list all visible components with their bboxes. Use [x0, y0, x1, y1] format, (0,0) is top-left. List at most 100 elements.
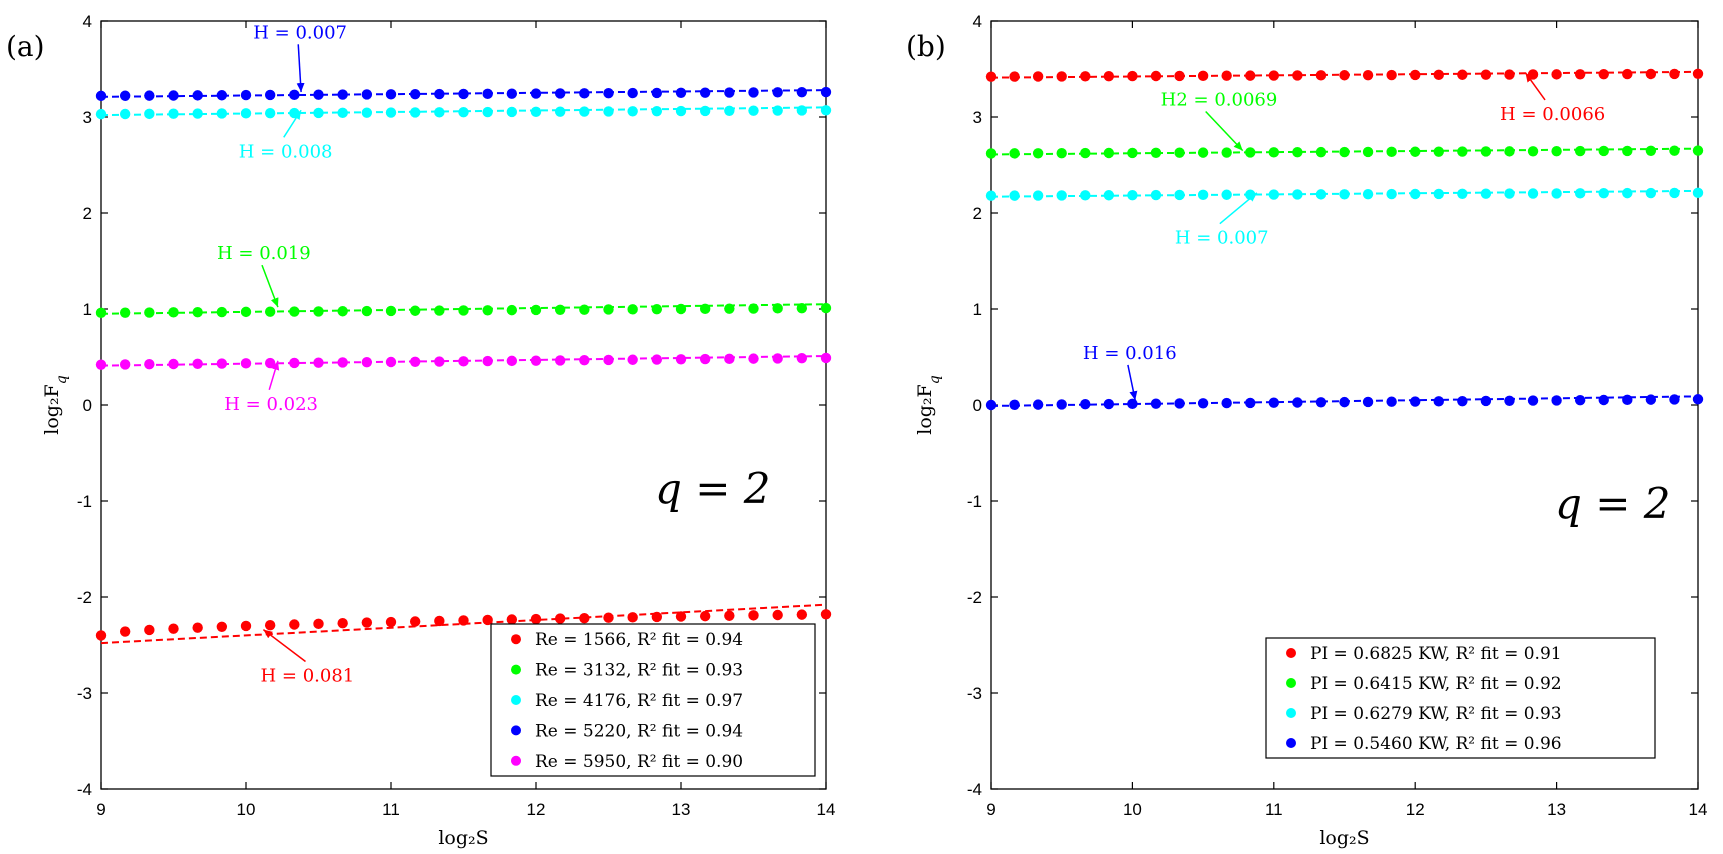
data-point — [627, 612, 638, 623]
x-tick-label: 10 — [237, 800, 256, 819]
data-point — [1268, 147, 1280, 158]
data-point — [748, 353, 759, 364]
data-point — [434, 107, 445, 118]
annotation-label: H = 0.016 — [1083, 343, 1177, 364]
data-point — [627, 106, 638, 117]
data-point — [1362, 69, 1374, 81]
data-point — [313, 89, 324, 100]
data-point — [1080, 71, 1091, 82]
x-tick-label: 11 — [382, 800, 400, 819]
data-point — [1339, 70, 1350, 81]
data-point — [95, 359, 107, 370]
data-point — [264, 357, 276, 369]
data-point — [1315, 70, 1327, 81]
data-point — [1645, 68, 1657, 80]
annotation-label: H = 0.008 — [239, 141, 333, 162]
data-point — [1221, 189, 1232, 200]
data-point — [651, 87, 663, 99]
data-point — [385, 616, 397, 628]
data-point — [1386, 396, 1397, 407]
series-0: H = 0.081 — [95, 603, 832, 686]
legend-entry: PI = 0.6279 KW, R² fit = 0.93 — [1310, 704, 1562, 724]
data-point — [1103, 147, 1115, 159]
data-point — [748, 105, 759, 116]
data-point — [144, 359, 155, 370]
annotation-arrow — [1219, 192, 1258, 225]
data-point — [1292, 147, 1303, 158]
data-point — [289, 89, 300, 101]
data-point — [796, 86, 808, 98]
data-point — [1504, 188, 1515, 199]
data-point — [409, 89, 421, 100]
data-point — [675, 87, 687, 99]
data-point — [627, 354, 638, 365]
data-point — [1103, 190, 1115, 201]
annotation-arrow — [1205, 110, 1244, 152]
legend-marker — [511, 664, 521, 675]
legend-marker — [511, 634, 521, 645]
data-point — [579, 612, 590, 624]
data-point — [724, 87, 735, 98]
data-point — [1150, 398, 1162, 409]
legend-entry: PI = 0.6415 KW, R² fit = 0.92 — [1310, 674, 1562, 694]
data-point — [1574, 188, 1586, 199]
annotation-label: H = 0.019 — [217, 243, 311, 264]
data-point — [724, 610, 735, 621]
data-point — [506, 614, 518, 625]
annotation-arrow — [261, 264, 279, 308]
data-point — [1150, 189, 1162, 201]
data-point — [1362, 396, 1374, 408]
data-point — [1622, 145, 1633, 157]
series-1: H = 0.019 — [95, 243, 832, 319]
y-tick-label: -3 — [967, 684, 982, 703]
data-point — [361, 357, 373, 368]
data-point — [1433, 396, 1444, 407]
data-point — [1692, 68, 1704, 80]
x-tick-label: 13 — [672, 800, 691, 819]
data-point — [1386, 69, 1397, 81]
data-point — [240, 89, 252, 101]
data-point — [1174, 70, 1185, 82]
data-point — [772, 87, 783, 98]
data-point — [482, 305, 493, 316]
data-point — [1551, 188, 1562, 199]
data-point — [458, 356, 469, 367]
data-point — [1315, 146, 1327, 158]
legend-marker — [1286, 708, 1296, 718]
data-point — [1551, 145, 1562, 157]
data-point — [337, 618, 348, 629]
data-point — [1221, 397, 1232, 409]
data-point — [385, 356, 397, 368]
y-tick-label: -1 — [967, 492, 982, 511]
data-point — [1433, 188, 1444, 200]
data-point — [1480, 69, 1492, 80]
data-point — [216, 108, 228, 119]
data-point — [385, 107, 397, 118]
y-tick-label: 4 — [83, 12, 92, 31]
legend-box — [490, 623, 816, 777]
data-point — [1127, 189, 1138, 201]
data-point — [144, 624, 155, 636]
data-point — [1032, 399, 1044, 410]
legend-marker — [1286, 648, 1296, 658]
data-point — [772, 353, 783, 364]
data-point — [385, 89, 397, 100]
data-point — [1315, 189, 1327, 200]
data-point — [506, 88, 518, 99]
data-point — [651, 354, 663, 365]
data-point — [579, 106, 590, 117]
data-point — [1197, 147, 1209, 158]
data-point — [530, 88, 542, 99]
data-point — [240, 358, 252, 369]
data-point — [699, 303, 711, 315]
data-point — [1127, 398, 1138, 410]
data-point — [361, 617, 373, 628]
data-point — [144, 307, 155, 318]
series-3: H = 0.016 — [985, 343, 1704, 411]
x-tick-label: 9 — [986, 800, 995, 819]
legend-entry: Re = 5950, R² fit = 0.90 — [535, 752, 743, 772]
data-point — [1197, 398, 1209, 409]
data-point — [1457, 395, 1468, 407]
data-point — [796, 609, 808, 620]
data-point — [482, 355, 493, 367]
